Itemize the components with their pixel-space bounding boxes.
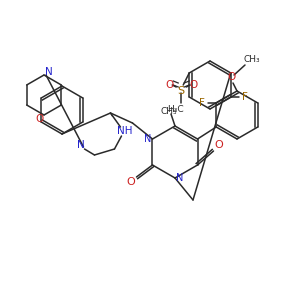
Text: N: N	[176, 173, 184, 183]
Text: O: O	[189, 80, 197, 90]
Text: N: N	[144, 134, 151, 144]
Text: O: O	[214, 140, 223, 150]
Text: NH: NH	[117, 126, 132, 136]
Text: O: O	[165, 80, 173, 90]
Text: S: S	[178, 86, 185, 96]
Text: O: O	[35, 114, 43, 124]
Text: H₃C: H₃C	[167, 104, 184, 113]
Text: CH₃: CH₃	[244, 56, 260, 64]
Text: F: F	[199, 98, 205, 108]
Text: O: O	[126, 177, 135, 187]
Text: N: N	[76, 140, 84, 150]
Text: CH₃: CH₃	[161, 107, 177, 116]
Text: F: F	[242, 92, 248, 102]
Text: O: O	[227, 72, 235, 82]
Text: N: N	[45, 67, 53, 77]
